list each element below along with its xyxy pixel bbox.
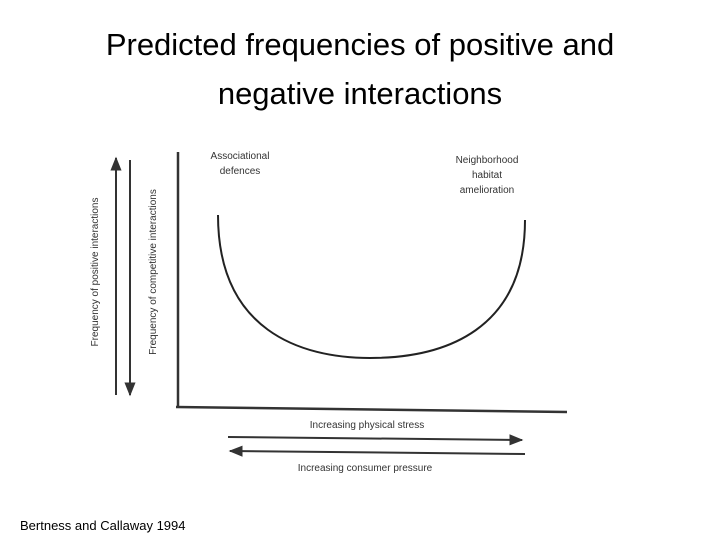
left-arrow xyxy=(228,445,526,457)
x-axis-label: Increasing consumer pressure xyxy=(298,463,433,474)
annotation: Neighborhood xyxy=(456,155,519,166)
title-line: Predicted frequencies of positive and xyxy=(106,27,614,62)
annotation: habitat xyxy=(472,170,502,181)
y-axis-label: Frequency of competitive interactions xyxy=(148,189,159,355)
annotation: defences xyxy=(220,166,261,177)
y-axis-label: Frequency of positive interactions xyxy=(90,198,101,347)
right-arrow xyxy=(227,434,524,446)
x-axis-label: Increasing physical stress xyxy=(310,420,425,431)
citation: Bertness and Callaway 1994 xyxy=(20,518,186,533)
annotation: amelioration xyxy=(460,185,514,196)
x-axis xyxy=(175,405,568,414)
annotation: Associational xyxy=(211,151,270,162)
title-line: negative interactions xyxy=(218,76,502,111)
response-curve xyxy=(217,214,526,360)
